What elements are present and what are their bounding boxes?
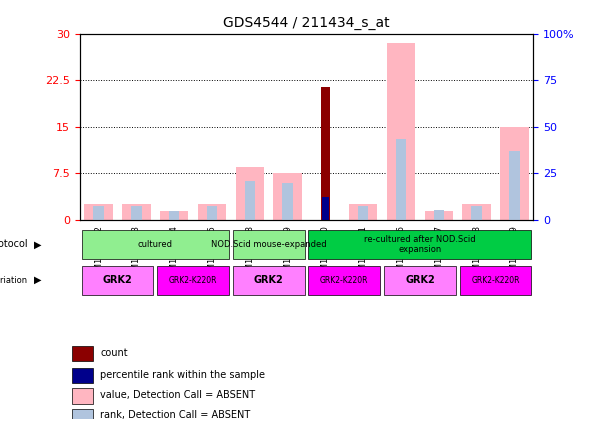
Bar [273, 173, 302, 220]
Bar [462, 204, 491, 220]
Bar [283, 183, 293, 220]
FancyBboxPatch shape [308, 230, 531, 258]
FancyBboxPatch shape [157, 266, 229, 294]
Bar [387, 43, 415, 220]
Text: genotype/variation: genotype/variation [0, 275, 28, 285]
Bar [131, 206, 142, 220]
Text: GRK2: GRK2 [254, 275, 284, 285]
Text: percentile rank within the sample: percentile rank within the sample [101, 370, 265, 380]
Bar [72, 388, 93, 404]
Bar [321, 87, 330, 220]
Text: protocol: protocol [0, 239, 28, 250]
Text: ▶: ▶ [34, 239, 42, 250]
Bar [207, 206, 217, 220]
FancyBboxPatch shape [384, 266, 456, 294]
Text: rank, Detection Call = ABSENT: rank, Detection Call = ABSENT [101, 410, 251, 420]
Text: count: count [101, 348, 128, 358]
Text: GRK2: GRK2 [102, 275, 132, 285]
Bar [198, 204, 226, 220]
Title: GDS4544 / 211434_s_at: GDS4544 / 211434_s_at [223, 16, 390, 30]
Bar [349, 204, 378, 220]
FancyBboxPatch shape [82, 230, 229, 258]
Text: GRK2-K220R: GRK2-K220R [169, 276, 218, 285]
Text: GRK2-K220R: GRK2-K220R [320, 276, 368, 285]
Bar [122, 204, 151, 220]
Bar [433, 210, 444, 220]
Bar [500, 127, 528, 220]
Bar [358, 206, 368, 220]
Bar [396, 139, 406, 220]
Bar [471, 206, 482, 220]
FancyBboxPatch shape [233, 230, 305, 258]
Bar [425, 211, 453, 220]
Bar [93, 206, 104, 220]
FancyBboxPatch shape [460, 266, 531, 294]
FancyBboxPatch shape [82, 266, 153, 294]
Bar [245, 181, 255, 220]
Bar [85, 204, 113, 220]
Text: ▶: ▶ [34, 275, 42, 285]
Bar [235, 167, 264, 220]
Text: GRK2-K220R: GRK2-K220R [471, 276, 520, 285]
Bar [509, 151, 520, 220]
Bar [72, 368, 93, 383]
Bar [322, 197, 329, 220]
FancyBboxPatch shape [233, 266, 305, 294]
FancyBboxPatch shape [308, 266, 380, 294]
Text: value, Detection Call = ABSENT: value, Detection Call = ABSENT [101, 390, 256, 400]
Bar [72, 409, 93, 423]
Text: re-cultured after NOD.Scid
expansion: re-cultured after NOD.Scid expansion [364, 235, 476, 254]
Text: cultured: cultured [138, 240, 173, 249]
Bar [160, 211, 188, 220]
Text: GRK2: GRK2 [405, 275, 435, 285]
Text: NOD.Scid mouse-expanded: NOD.Scid mouse-expanded [211, 240, 327, 249]
Bar [72, 346, 93, 361]
Bar [169, 211, 180, 220]
